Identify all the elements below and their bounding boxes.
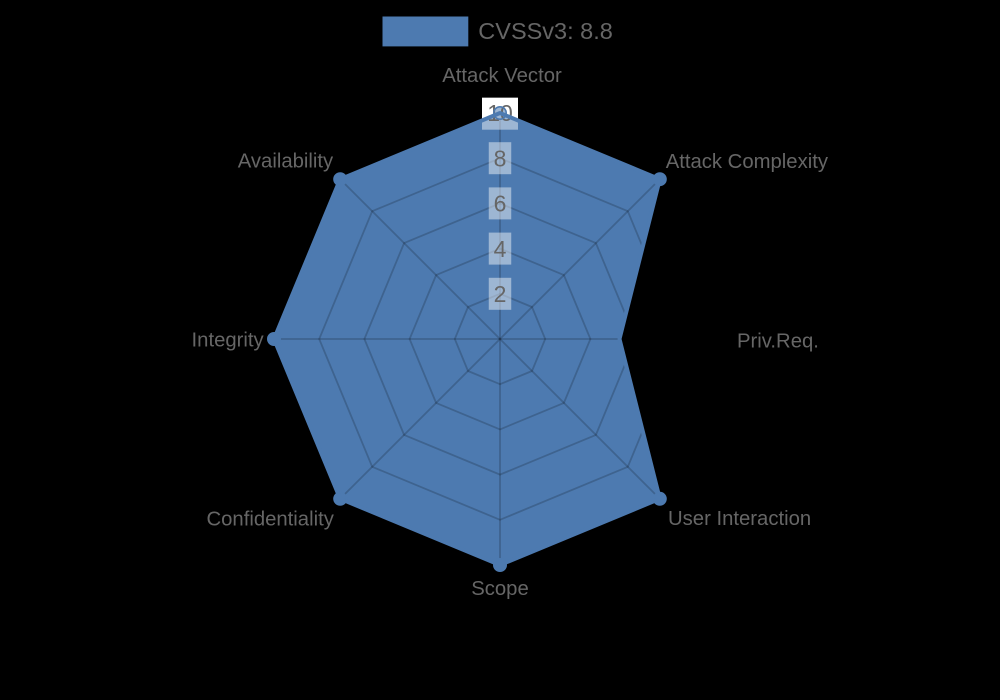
svg-text:Attack Complexity: Attack Complexity (666, 151, 829, 173)
svg-text:Confidentiality: Confidentiality (206, 509, 334, 531)
svg-text:Priv.Req.: Priv.Req. (737, 330, 819, 352)
svg-text:4: 4 (494, 236, 507, 262)
svg-text:User Interaction: User Interaction (668, 508, 811, 530)
svg-text:2: 2 (494, 281, 507, 307)
svg-text:8: 8 (494, 145, 507, 171)
svg-text:Attack Vector: Attack Vector (442, 65, 562, 87)
svg-text:Scope: Scope (471, 578, 529, 600)
svg-text:6: 6 (494, 191, 507, 217)
svg-text:Availability: Availability (238, 150, 334, 172)
svg-text:Integrity: Integrity (192, 330, 265, 352)
svg-text:CVSSv3: 8.8: CVSSv3: 8.8 (478, 18, 613, 44)
